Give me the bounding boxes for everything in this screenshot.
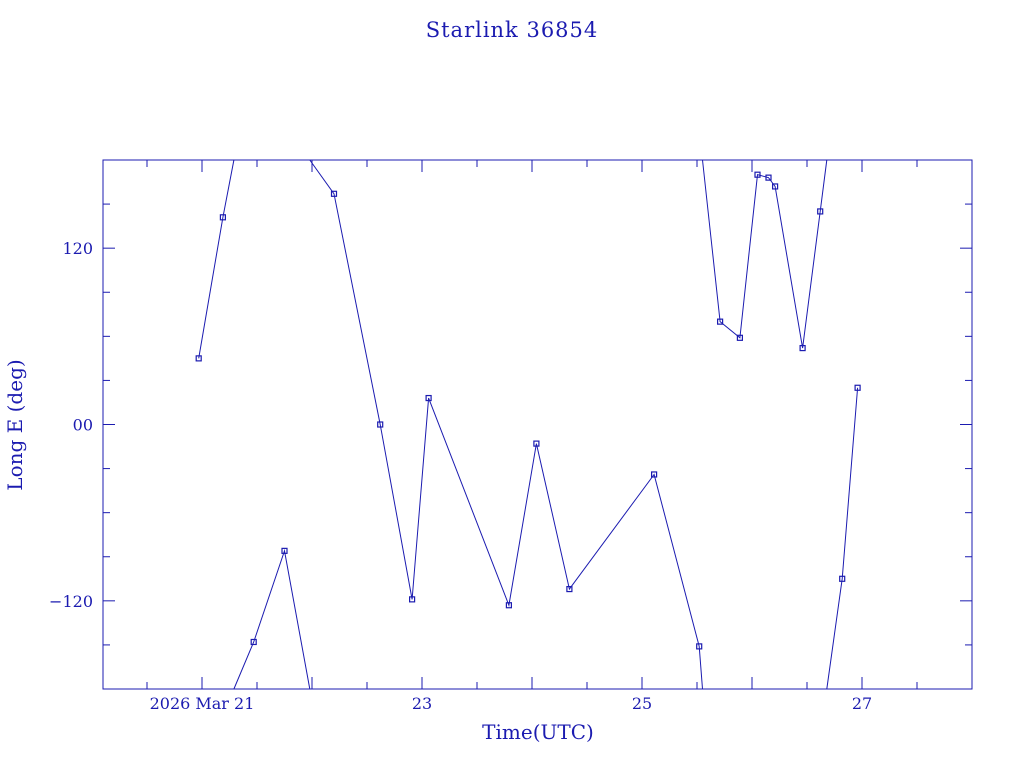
data-point bbox=[377, 421, 384, 428]
data-point bbox=[839, 575, 846, 582]
series-line bbox=[233, 548, 311, 690]
data-point bbox=[650, 471, 658, 478]
plot-frame bbox=[102, 159, 973, 690]
data-point bbox=[771, 183, 779, 190]
data-point bbox=[533, 440, 540, 447]
x-axis-label: Time(UTC) bbox=[482, 720, 594, 744]
series-line bbox=[309, 159, 703, 690]
x-tick-label: 2026 Mar 21 bbox=[150, 694, 255, 713]
series-line bbox=[826, 387, 859, 690]
data-point bbox=[736, 334, 744, 341]
series-line bbox=[198, 159, 235, 359]
chart-title: Starlink 36854 bbox=[426, 18, 599, 42]
x-tick-label: 27 bbox=[852, 694, 872, 713]
y-tick-label: 120 bbox=[62, 239, 93, 258]
data-point bbox=[425, 394, 432, 402]
data-point bbox=[716, 318, 724, 325]
data-point bbox=[505, 602, 512, 609]
data-point bbox=[799, 344, 806, 352]
series-line bbox=[702, 159, 828, 349]
data-point bbox=[566, 585, 573, 593]
data-point bbox=[281, 547, 288, 554]
data-point bbox=[250, 638, 257, 646]
data-point bbox=[817, 208, 824, 215]
data-point bbox=[330, 190, 338, 197]
y-tick-label: 00 bbox=[73, 416, 93, 435]
data-point bbox=[696, 643, 703, 650]
data-point bbox=[409, 596, 416, 603]
data-point bbox=[854, 384, 861, 391]
y-axis-label: Long E (deg) bbox=[3, 359, 27, 490]
data-point bbox=[219, 214, 226, 221]
y-tick-label: −120 bbox=[49, 592, 93, 611]
x-tick-label: 25 bbox=[632, 694, 652, 713]
data-point bbox=[765, 174, 772, 181]
x-tick-label: 23 bbox=[412, 694, 432, 713]
data-point bbox=[195, 355, 202, 362]
data-point bbox=[754, 171, 761, 178]
